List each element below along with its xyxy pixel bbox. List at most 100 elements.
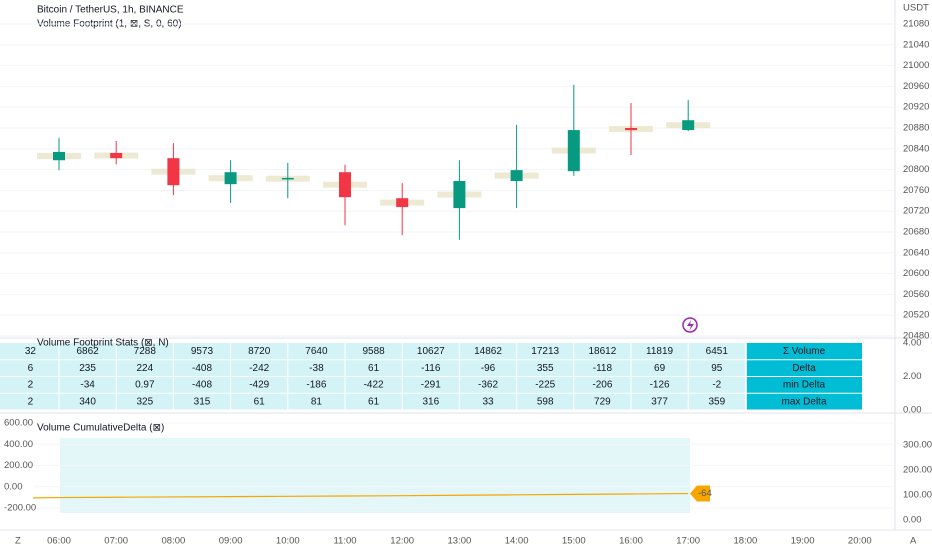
candle-body — [224, 172, 237, 185]
stat-value: 61 — [368, 363, 380, 374]
stat-value: 7288 — [134, 346, 157, 357]
candle-body — [453, 181, 466, 209]
stat-value: 235 — [79, 363, 96, 374]
stat-value: 2 — [28, 380, 34, 391]
x-tick-label: 17:00 — [676, 536, 700, 547]
stat-value: 11819 — [646, 346, 674, 357]
y-tick-label: 4.00 — [903, 338, 922, 349]
last-value-tag — [690, 485, 710, 502]
stat-value: -38 — [309, 363, 324, 374]
stat-value: 7640 — [305, 346, 328, 357]
y-tick-label: -200.00 — [4, 503, 36, 514]
row-label: min Delta — [783, 380, 826, 391]
y-tick-label: 21040 — [903, 39, 929, 50]
stat-value: -422 — [364, 380, 384, 391]
row-label: Delta — [792, 363, 816, 374]
y-tick-label: 20960 — [903, 81, 929, 92]
stat-value: -34 — [80, 380, 95, 391]
stat-value: 0.97 — [135, 380, 155, 391]
stat-value: 2 — [28, 396, 34, 407]
x-tick-label: 09:00 — [219, 536, 243, 547]
x-tick-label: 12:00 — [390, 536, 414, 547]
stats-title: Volume Footprint Stats (⊠, N) — [37, 338, 169, 349]
row-label: max Delta — [781, 396, 826, 407]
session-bg — [60, 438, 690, 513]
stat-value: 9573 — [191, 346, 214, 357]
y-tick-label: 20920 — [903, 102, 929, 113]
x-tick-label: 20:00 — [848, 536, 872, 547]
x-tick-label: 14:00 — [505, 536, 529, 547]
stat-value: -429 — [249, 380, 269, 391]
stat-value: 14862 — [474, 346, 502, 357]
x-tick-label: 11:00 — [333, 536, 356, 547]
currency: USDT — [903, 3, 929, 14]
stat-value: -206 — [592, 380, 612, 391]
candle-body — [682, 120, 695, 131]
stat-value: 315 — [194, 396, 211, 407]
stat-value: -408 — [192, 363, 212, 374]
stat-value: 8720 — [248, 346, 271, 357]
candle-body — [339, 172, 351, 198]
y-tick-label: 20680 — [903, 227, 929, 238]
stat-value: 61 — [368, 396, 380, 407]
cd-line — [32, 492, 689, 499]
y-tick-label: 600.00 — [4, 418, 33, 429]
cd-title: Volume CumulativeDelta (⊠) — [37, 423, 164, 434]
candle-body — [167, 158, 180, 186]
stat-value: 6862 — [76, 346, 99, 357]
stat-value: 10627 — [417, 346, 445, 357]
nav-left[interactable]: Z — [15, 536, 21, 547]
stat-value: 32 — [25, 346, 37, 357]
stat-value: -2 — [712, 380, 721, 391]
symbol: Bitcoin / TetherUS, 1h, BINANCE — [37, 5, 184, 16]
nav-right[interactable]: A — [910, 536, 917, 547]
y2-tick-label: 100.00 — [903, 490, 932, 501]
y-tick-label: 20640 — [903, 247, 929, 258]
y-tick-label: 21000 — [903, 60, 929, 71]
stat-value: 340 — [79, 396, 96, 407]
y-tick-label: 200.00 — [4, 460, 33, 471]
candle-body — [625, 128, 637, 131]
x-tick-label: 07:00 — [104, 536, 128, 547]
stat-value: 33 — [482, 396, 494, 407]
stat-value: -186 — [306, 380, 326, 391]
stat-value: 9588 — [362, 346, 385, 357]
stat-value: 325 — [136, 396, 153, 407]
alert-icon[interactable] — [682, 317, 698, 333]
stat-value: -126 — [650, 380, 670, 391]
stat-value: -362 — [478, 380, 498, 391]
y-tick-label: 400.00 — [4, 439, 33, 450]
x-tick-label: 13:00 — [448, 536, 472, 547]
stat-value: 224 — [136, 363, 153, 374]
candle-body — [567, 130, 580, 172]
y2-tick-label: 0.00 — [903, 515, 922, 526]
x-tick-label: 10:00 — [276, 536, 300, 547]
stat-value: 377 — [651, 396, 668, 407]
y-tick-label: 0.00 — [903, 405, 922, 416]
y2-tick-label: 200.00 — [903, 465, 932, 476]
candle-body — [110, 152, 123, 159]
candle-body — [281, 177, 294, 180]
x-tick-label: 08:00 — [162, 536, 186, 547]
stat-value: 61 — [254, 396, 266, 407]
y-tick-label: 20600 — [903, 268, 929, 279]
y-tick-label: 0.00 — [4, 481, 23, 492]
stat-value: 729 — [594, 396, 611, 407]
stat-value: 6451 — [706, 346, 729, 357]
x-tick-label: 19:00 — [791, 536, 815, 547]
stat-value: 81 — [311, 396, 323, 407]
stat-value: -242 — [249, 363, 269, 374]
stat-value: -225 — [535, 380, 555, 391]
x-tick-label: 06:00 — [47, 536, 71, 547]
candle-body — [53, 151, 65, 161]
y-tick-label: 20840 — [903, 143, 929, 154]
last-value-label: -64 — [698, 488, 712, 499]
y-tick-label: 20800 — [903, 164, 929, 175]
stat-value: 6 — [28, 363, 34, 374]
stat-value: -408 — [192, 380, 212, 391]
stat-value: 359 — [708, 396, 725, 407]
stat-value: -96 — [481, 363, 496, 374]
stat-value: 69 — [654, 363, 666, 374]
x-tick-label: 16:00 — [619, 536, 643, 547]
y-tick-label: 2.00 — [903, 371, 922, 382]
